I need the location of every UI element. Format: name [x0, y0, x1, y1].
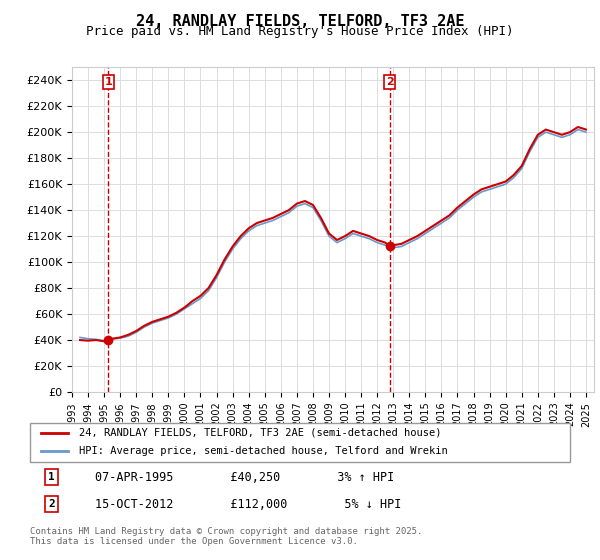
Text: 24, RANDLAY FIELDS, TELFORD, TF3 2AE: 24, RANDLAY FIELDS, TELFORD, TF3 2AE	[136, 14, 464, 29]
Text: 2: 2	[48, 499, 55, 509]
Text: 15-OCT-2012        £112,000        5% ↓ HPI: 15-OCT-2012 £112,000 5% ↓ HPI	[95, 497, 401, 511]
Text: 1: 1	[48, 472, 55, 482]
FancyBboxPatch shape	[30, 423, 570, 462]
Text: Price paid vs. HM Land Registry's House Price Index (HPI): Price paid vs. HM Land Registry's House …	[86, 25, 514, 38]
Text: 1: 1	[104, 77, 112, 87]
Text: Contains HM Land Registry data © Crown copyright and database right 2025.
This d: Contains HM Land Registry data © Crown c…	[30, 526, 422, 546]
Text: 24, RANDLAY FIELDS, TELFORD, TF3 2AE (semi-detached house): 24, RANDLAY FIELDS, TELFORD, TF3 2AE (se…	[79, 428, 441, 437]
Text: HPI: Average price, semi-detached house, Telford and Wrekin: HPI: Average price, semi-detached house,…	[79, 446, 448, 456]
Text: 2: 2	[386, 77, 394, 87]
Text: 07-APR-1995        £40,250        3% ↑ HPI: 07-APR-1995 £40,250 3% ↑ HPI	[95, 470, 394, 484]
